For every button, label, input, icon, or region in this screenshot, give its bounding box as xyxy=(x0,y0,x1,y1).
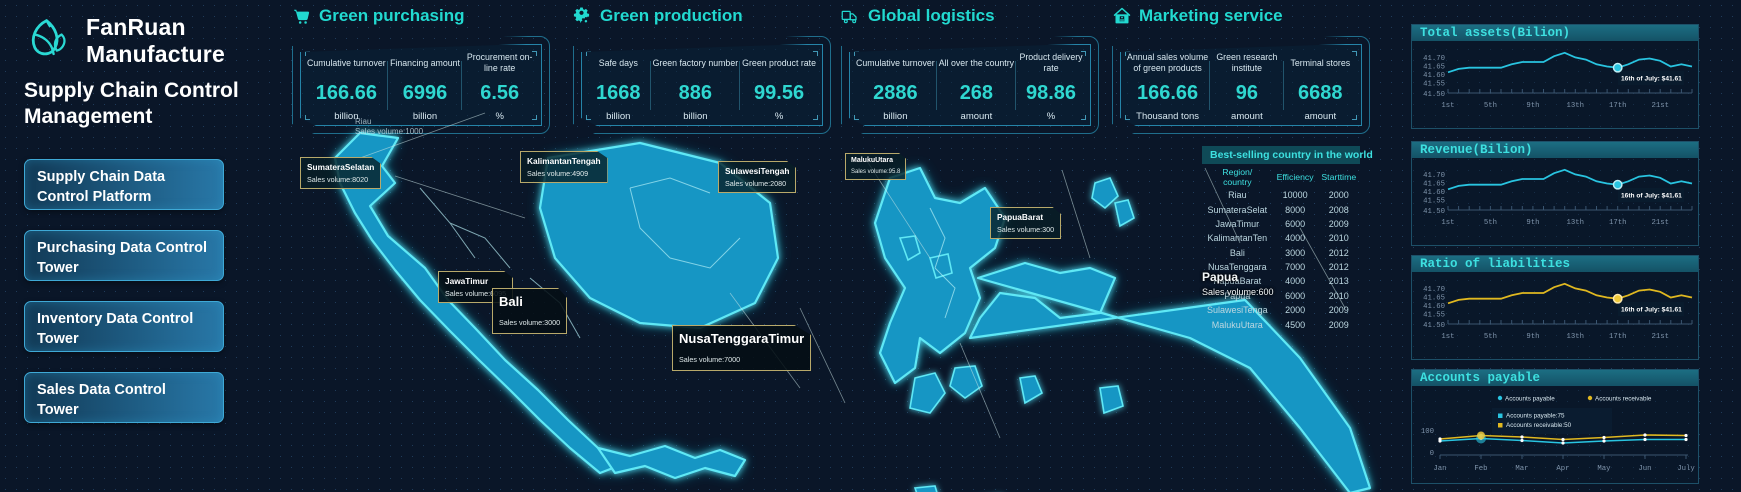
svg-text:16th of July: $41.61: 16th of July: $41.61 xyxy=(1621,307,1682,314)
svg-text:41.65: 41.65 xyxy=(1423,64,1445,72)
svg-text:Apr: Apr xyxy=(1556,465,1569,473)
svg-text:July: July xyxy=(1677,465,1695,473)
svg-text:17th: 17th xyxy=(1609,333,1627,341)
svg-text:17th: 17th xyxy=(1609,219,1627,227)
svg-text:Jan: Jan xyxy=(1433,465,1446,473)
svg-text:41.50: 41.50 xyxy=(1423,91,1445,99)
svg-text:41.65: 41.65 xyxy=(1423,181,1445,189)
svg-text:9th: 9th xyxy=(1526,102,1539,110)
svg-text:21st: 21st xyxy=(1651,219,1669,227)
svg-text:9th: 9th xyxy=(1526,333,1539,341)
svg-text:Accounts payable:75: Accounts payable:75 xyxy=(1506,413,1565,420)
svg-text:Accounts payable: Accounts payable xyxy=(1505,396,1555,403)
svg-text:Accounts receivable: Accounts receivable xyxy=(1595,396,1652,403)
svg-text:5th: 5th xyxy=(1484,219,1497,227)
svg-text:41.55: 41.55 xyxy=(1423,81,1445,89)
svg-text:17th: 17th xyxy=(1609,102,1627,110)
svg-text:41.70: 41.70 xyxy=(1423,55,1445,63)
svg-text:41.60: 41.60 xyxy=(1423,189,1445,197)
svg-text:41.70: 41.70 xyxy=(1423,286,1445,294)
svg-text:41.70: 41.70 xyxy=(1423,172,1445,180)
svg-text:41.60: 41.60 xyxy=(1423,72,1445,80)
svg-text:21st: 21st xyxy=(1651,102,1669,110)
svg-text:41.65: 41.65 xyxy=(1423,295,1445,303)
svg-text:41.60: 41.60 xyxy=(1423,303,1445,311)
svg-text:Feb: Feb xyxy=(1474,465,1487,473)
svg-text:16th of July: $41.61: 16th of July: $41.61 xyxy=(1621,76,1682,83)
svg-text:13th: 13th xyxy=(1567,333,1585,341)
svg-text:5th: 5th xyxy=(1484,333,1497,341)
svg-text:1st: 1st xyxy=(1441,102,1454,110)
svg-text:May: May xyxy=(1597,465,1611,473)
svg-text:16th of July: $41.61: 16th of July: $41.61 xyxy=(1621,193,1682,200)
svg-text:1st: 1st xyxy=(1441,333,1454,341)
svg-text:41.50: 41.50 xyxy=(1423,208,1445,216)
svg-text:1st: 1st xyxy=(1441,219,1454,227)
svg-text:0: 0 xyxy=(1430,450,1434,458)
svg-text:41.50: 41.50 xyxy=(1423,322,1445,330)
svg-text:Jun: Jun xyxy=(1638,465,1651,473)
svg-text:9th: 9th xyxy=(1526,219,1539,227)
svg-text:Accounts receivable:50: Accounts receivable:50 xyxy=(1506,422,1572,429)
svg-text:Mar: Mar xyxy=(1515,465,1528,473)
svg-text:21st: 21st xyxy=(1651,333,1669,341)
svg-text:13th: 13th xyxy=(1567,219,1585,227)
svg-text:5th: 5th xyxy=(1484,102,1497,110)
svg-text:41.55: 41.55 xyxy=(1423,198,1445,206)
svg-text:100: 100 xyxy=(1421,428,1434,436)
svg-text:41.55: 41.55 xyxy=(1423,312,1445,320)
svg-text:13th: 13th xyxy=(1567,102,1585,110)
